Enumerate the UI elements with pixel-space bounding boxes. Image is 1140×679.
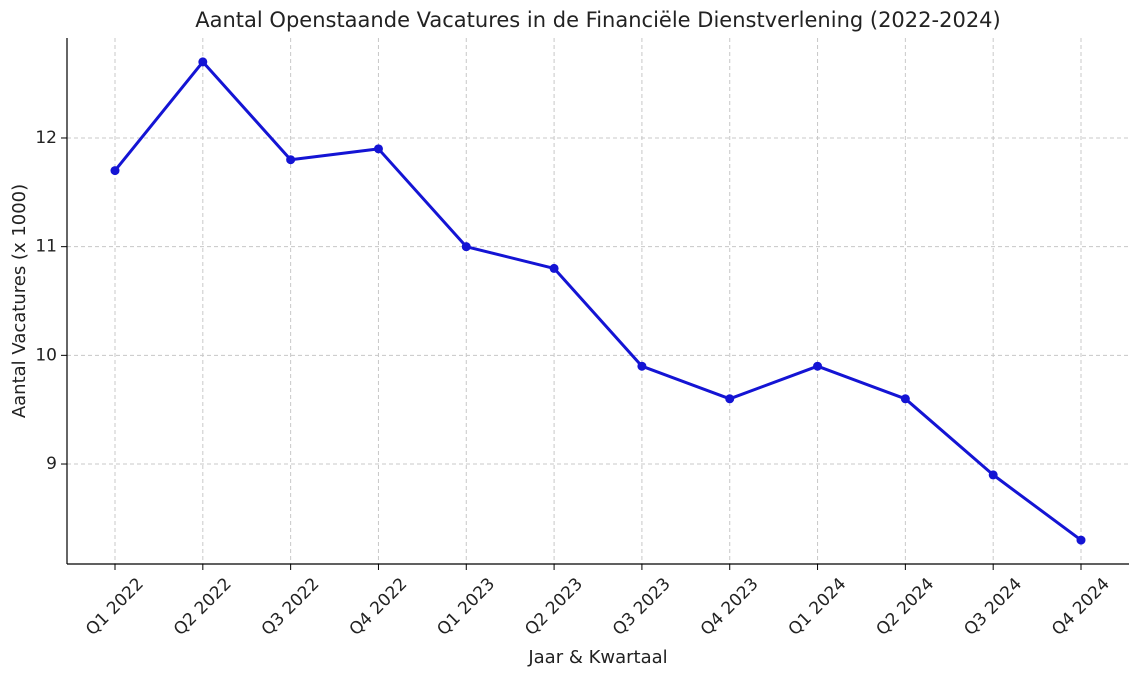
y-tick-label: 9	[46, 454, 57, 474]
data-point	[198, 57, 208, 67]
data-point	[725, 394, 735, 404]
data-line	[113, 60, 1082, 542]
y-tick-label: 10	[35, 345, 57, 365]
data-point	[813, 361, 823, 371]
y-tick-label: 11	[35, 237, 57, 257]
data-point	[637, 361, 647, 371]
x-tick-label: Q2 2024	[873, 574, 939, 640]
x-tick-label: Q3 2023	[609, 574, 675, 640]
data-point	[373, 144, 383, 154]
data-point	[110, 166, 120, 176]
data-point	[988, 470, 998, 480]
y-tick-label: 12	[35, 128, 57, 148]
data-point	[1076, 535, 1086, 545]
y-axis-label: Aantal Vacatures (x 1000)	[9, 184, 30, 418]
x-tick-label: Q3 2022	[258, 574, 324, 640]
data-point	[549, 263, 559, 273]
data-point	[286, 155, 296, 165]
chart-title: Aantal Openstaande Vacatures in de Finan…	[195, 8, 1000, 32]
x-tick-label: Q4 2024	[1048, 574, 1114, 640]
x-tick-label: Q1 2024	[785, 574, 851, 640]
data-point	[461, 242, 471, 252]
x-tick-label: Q4 2022	[346, 574, 412, 640]
x-tick-label: Q2 2022	[170, 574, 236, 640]
data-point	[900, 394, 910, 404]
x-tick-label: Q2 2023	[521, 574, 587, 640]
x-tick-label: Q4 2023	[697, 574, 763, 640]
x-tick-label: Q1 2022	[82, 574, 148, 640]
x-axis-label: Jaar & Kwartaal	[527, 647, 667, 668]
x-tick-label: Q1 2023	[433, 574, 499, 640]
x-tick-label: Q3 2024	[960, 574, 1026, 640]
